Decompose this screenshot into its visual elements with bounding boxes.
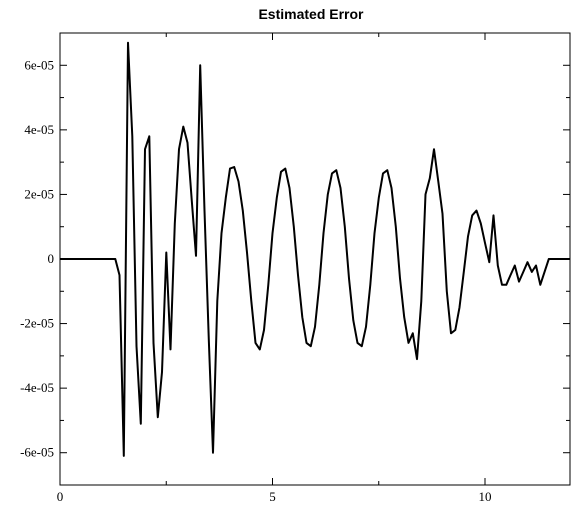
y-tick-label: 0 [48, 251, 55, 266]
x-tick-label: 10 [479, 489, 492, 504]
y-tick-label: -2e-05 [20, 316, 54, 331]
x-axis: 0 5 10 [57, 33, 492, 504]
y-tick-label: -6e-05 [20, 445, 54, 460]
y-tick-label: 2e-05 [24, 186, 54, 201]
y-tick-label: -4e-05 [20, 380, 54, 395]
y-tick-label: 4e-05 [24, 122, 54, 137]
y-tick-label: 6e-05 [24, 57, 54, 72]
chart-title: Estimated Error [258, 6, 364, 22]
x-tick-label: 0 [57, 489, 64, 504]
plot-frame [59, 32, 571, 486]
series-line [60, 41, 570, 457]
x-tick-label: 5 [269, 489, 276, 504]
